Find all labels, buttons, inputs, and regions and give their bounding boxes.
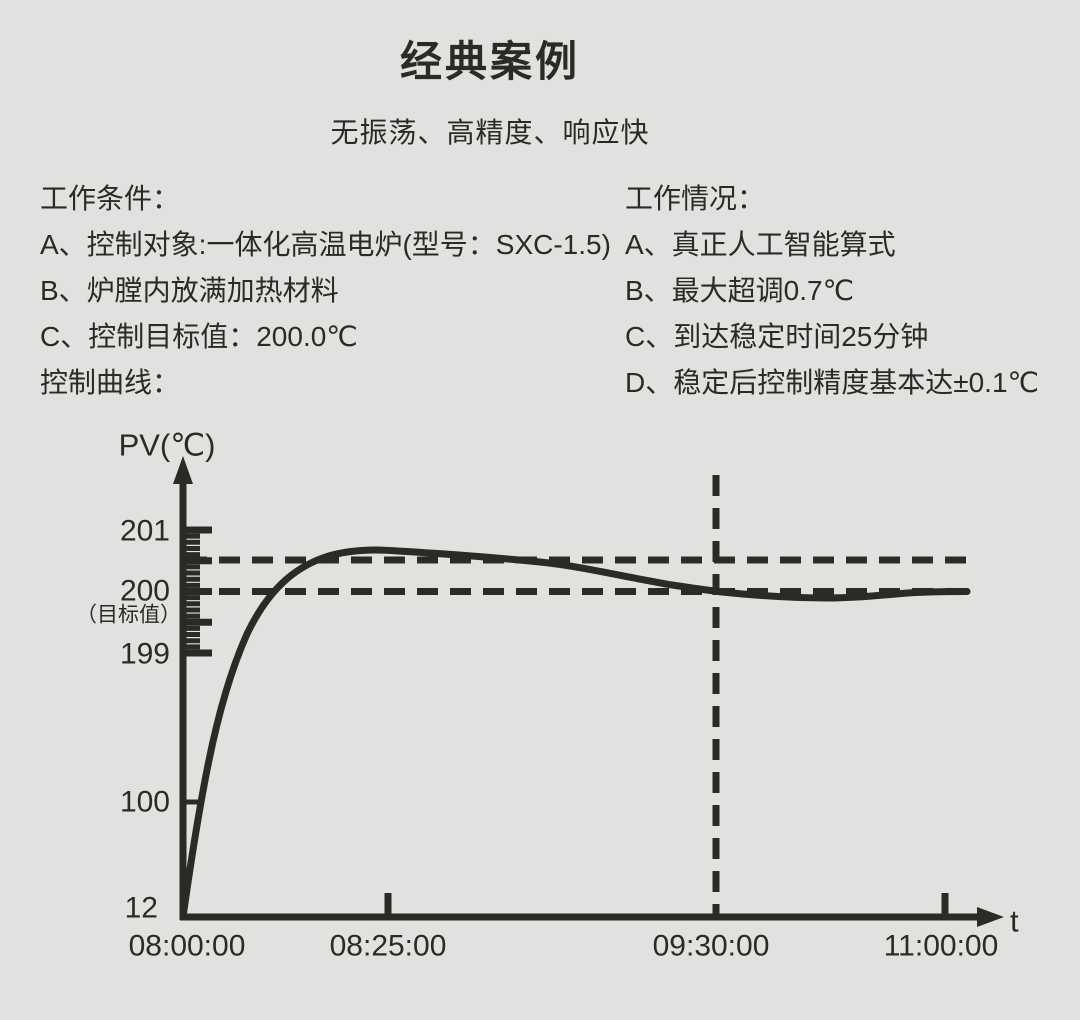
y-axis-arrow-icon <box>173 456 193 484</box>
condition-item-b: B、炉膛内放满加热材料 <box>40 275 339 306</box>
result-item-c: C、到达稳定时间25分钟 <box>625 321 929 352</box>
y-tick-label-200: 200 <box>120 575 170 608</box>
y-tick-label-201: 201 <box>120 515 170 548</box>
working-results-section: 工作情况： A、真正人工智能算式 B、最大超调0.7℃ C、到达稳定时间25分钟… <box>625 176 1039 406</box>
x-axis-arrow-icon <box>977 907 1004 927</box>
x-tick-label-093000: 09:30:00 <box>653 930 770 963</box>
y-tick-label-100: 100 <box>120 786 170 819</box>
page-subtitle: 无振荡、高精度、响应快 <box>330 117 650 148</box>
pv-curve <box>179 546 971 921</box>
results-header: 工作情况： <box>625 183 766 214</box>
x-tick-label-082500: 08:25:00 <box>330 930 447 963</box>
condition-item-c: C、控制目标值：200.0℃ <box>40 321 358 352</box>
y-tick-label-12: 12 <box>125 892 158 925</box>
x-tick-label-080000: 08:00:00 <box>129 930 246 963</box>
condition-item-a: A、控制对象:一体化高温电炉(型号：SXC-1.5) <box>40 229 611 260</box>
control-curve-label: 控制曲线： <box>40 367 181 398</box>
x-axis-title: t <box>1010 904 1019 939</box>
y-tick-label-199: 199 <box>120 638 170 671</box>
result-item-b: B、最大超调0.7℃ <box>625 275 855 306</box>
y-axis-title: PV(℃) <box>119 428 216 463</box>
page-header: 经典案例 无振荡、高精度、响应快 <box>0 28 980 151</box>
target-value-note: （目标值） <box>76 604 181 627</box>
x-tick-label-110000: 11:00:00 <box>884 930 999 963</box>
conditions-header: 工作条件： <box>40 183 181 214</box>
page-title: 经典案例 <box>399 38 580 85</box>
working-conditions-section: 工作条件： A、控制对象:一体化高温电炉(型号：SXC-1.5) B、炉膛内放满… <box>40 176 611 406</box>
result-item-a: A、真正人工智能算式 <box>625 229 896 260</box>
result-item-d: D、稳定后控制精度基本达±0.1℃ <box>625 367 1039 398</box>
